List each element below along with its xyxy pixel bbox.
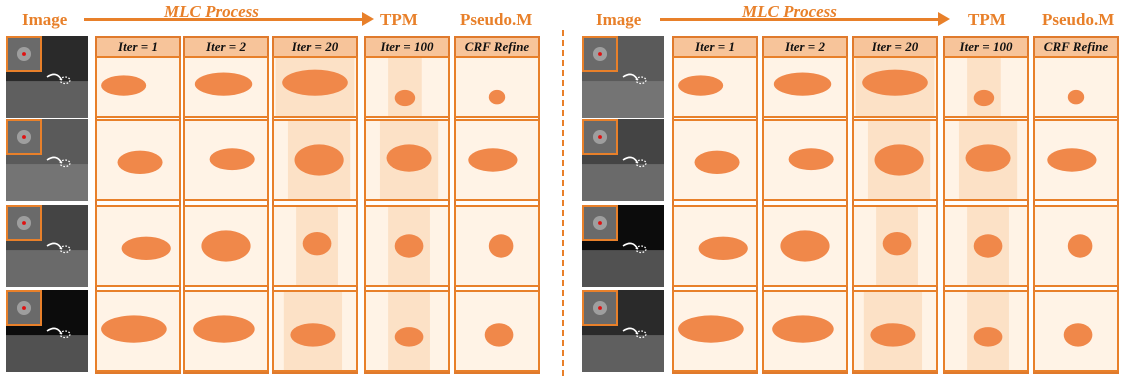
mask-cell-left-r2-c0 (95, 205, 181, 287)
zoom-inset (6, 119, 42, 155)
mask-cell-right-r1-c0 (672, 119, 758, 201)
column-label-right-0: Iter = 1 (674, 38, 756, 56)
mask-cell-right-r3-c4 (1033, 290, 1119, 372)
mask-cell-left-r0-c4 (454, 56, 540, 118)
header-process-left: MLC Process (164, 2, 259, 21)
input-image-right-0 (582, 36, 664, 118)
column-label-left-3: Iter = 100 (366, 38, 448, 56)
header-image-left: Image (22, 10, 68, 29)
header-process-right: MLC Process (742, 2, 837, 21)
input-image-left-2 (6, 205, 88, 287)
process-arrowhead-left (362, 12, 374, 26)
process-arrow-right (660, 18, 940, 21)
mask-cell-right-r1-c4 (1033, 119, 1119, 201)
header-tpm-right: TPM (968, 10, 1006, 29)
mask-cell-left-r2-c3 (364, 205, 450, 287)
mask-cell-left-r1-c1 (183, 119, 269, 201)
mask-cell-right-r0-c3 (943, 56, 1029, 118)
input-image-right-3 (582, 290, 664, 372)
column-label-right-2: Iter = 20 (854, 38, 936, 56)
mask-cell-left-r0-c1 (183, 56, 269, 118)
column-label-right-4: CRF Refine (1035, 38, 1117, 56)
process-arrow-left (84, 18, 364, 21)
input-image-left-1 (6, 119, 88, 201)
mask-cell-right-r3-c2 (852, 290, 938, 372)
zoom-inset (582, 205, 618, 241)
column-label-left-4: CRF Refine (456, 38, 538, 56)
column-label-right-1: Iter = 2 (764, 38, 846, 56)
mask-cell-left-r3-c4 (454, 290, 540, 372)
column-label-right-3: Iter = 100 (945, 38, 1027, 56)
mask-cell-right-r1-c1 (762, 119, 848, 201)
mask-cell-right-r2-c2 (852, 205, 938, 287)
mask-cell-left-r3-c0 (95, 290, 181, 372)
mask-cell-left-r3-c1 (183, 290, 269, 372)
mask-cell-left-r0-c3 (364, 56, 450, 118)
process-arrowhead-right (938, 12, 950, 26)
column-label-left-2: Iter = 20 (274, 38, 356, 56)
zoom-inset (6, 205, 42, 241)
mask-cell-left-r3-c2 (272, 290, 358, 372)
mask-cell-right-r2-c3 (943, 205, 1029, 287)
zoom-inset (582, 119, 618, 155)
mask-cell-left-r1-c4 (454, 119, 540, 201)
mask-cell-right-r3-c1 (762, 290, 848, 372)
input-image-right-1 (582, 119, 664, 201)
mask-cell-right-r2-c0 (672, 205, 758, 287)
mask-cell-right-r2-c4 (1033, 205, 1119, 287)
column-label-left-0: Iter = 1 (97, 38, 179, 56)
mask-cell-left-r1-c2 (272, 119, 358, 201)
mask-cell-right-r3-c0 (672, 290, 758, 372)
mask-cell-right-r1-c3 (943, 119, 1029, 201)
input-image-left-0 (6, 36, 88, 118)
input-image-left-3 (6, 290, 88, 372)
zoom-inset (582, 290, 618, 326)
mask-cell-left-r0-c0 (95, 56, 181, 118)
mask-cell-left-r1-c0 (95, 119, 181, 201)
zoom-inset (6, 36, 42, 72)
column-label-left-1: Iter = 2 (185, 38, 267, 56)
header-pseudo-left: Pseudo.M (460, 10, 533, 29)
mask-cell-right-r0-c2 (852, 56, 938, 118)
mask-cell-left-r2-c1 (183, 205, 269, 287)
mask-cell-left-r2-c2 (272, 205, 358, 287)
mask-cell-right-r0-c1 (762, 56, 848, 118)
mask-cell-left-r1-c3 (364, 119, 450, 201)
header-tpm-left: TPM (380, 10, 418, 29)
zoom-inset (6, 290, 42, 326)
mask-cell-right-r0-c0 (672, 56, 758, 118)
header-image-right: Image (596, 10, 642, 29)
mask-cell-right-r2-c1 (762, 205, 848, 287)
input-image-right-2 (582, 205, 664, 287)
mask-cell-right-r0-c4 (1033, 56, 1119, 118)
mask-cell-right-r1-c2 (852, 119, 938, 201)
panel-divider (562, 30, 564, 376)
mask-cell-left-r3-c3 (364, 290, 450, 372)
mask-cell-right-r3-c3 (943, 290, 1029, 372)
mask-cell-left-r0-c2 (272, 56, 358, 118)
zoom-inset (582, 36, 618, 72)
mask-cell-left-r2-c4 (454, 205, 540, 287)
header-pseudo-right: Pseudo.M (1042, 10, 1115, 29)
